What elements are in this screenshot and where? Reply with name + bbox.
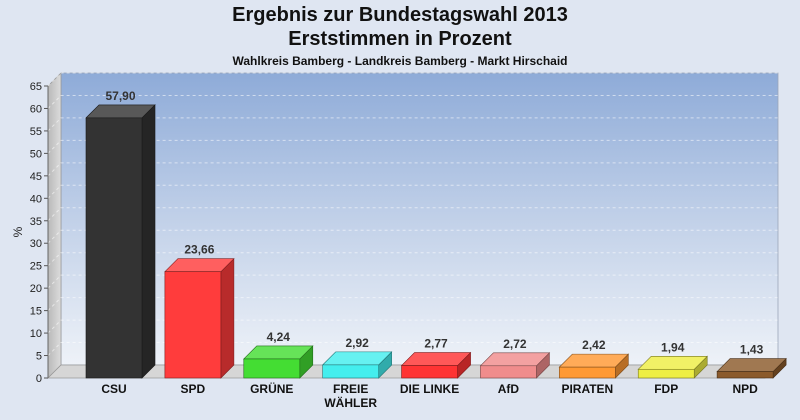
y-tick-label: 30 bbox=[30, 238, 42, 250]
bar bbox=[480, 365, 537, 379]
gridline bbox=[47, 342, 778, 356]
bar-side bbox=[141, 104, 156, 379]
gridline bbox=[47, 207, 778, 222]
gridline bbox=[47, 297, 778, 311]
gridline bbox=[47, 139, 778, 154]
x-tick-label: NPD bbox=[732, 382, 758, 396]
y-tick-label: 20 bbox=[30, 283, 42, 295]
y-tick-label: 25 bbox=[30, 261, 42, 273]
gridline bbox=[47, 184, 778, 199]
gridline bbox=[47, 229, 778, 244]
data-label: 2,92 bbox=[345, 336, 369, 350]
y-tick-label: 60 bbox=[30, 103, 42, 115]
x-tick-label: FREIE WÄHLER bbox=[324, 382, 377, 410]
bar bbox=[401, 365, 458, 379]
data-label: 23,66 bbox=[184, 243, 214, 257]
x-tick-label: CSU bbox=[101, 382, 126, 396]
y-tick-label: 35 bbox=[30, 216, 42, 228]
y-tick-label: 5 bbox=[36, 351, 42, 363]
gridline bbox=[47, 94, 778, 109]
data-label: 4,24 bbox=[267, 330, 291, 344]
y-tick-label: 10 bbox=[30, 328, 42, 340]
bar bbox=[85, 117, 143, 379]
y-tick-label: 40 bbox=[30, 193, 42, 205]
y-tick-label: 55 bbox=[30, 126, 42, 138]
y-tick-label: 15 bbox=[30, 306, 42, 318]
data-label: 1,43 bbox=[740, 343, 764, 357]
x-tick-label: PIRATEN bbox=[561, 382, 613, 396]
x-tick-label: SPD bbox=[181, 382, 206, 396]
gridline bbox=[47, 252, 778, 267]
x-tick-label: FDP bbox=[654, 382, 678, 396]
y-tick-label: 65 bbox=[30, 81, 42, 93]
y-tick-label: 45 bbox=[30, 171, 42, 183]
bar bbox=[322, 364, 379, 379]
x-tick-label: DIE LINKE bbox=[400, 382, 459, 396]
bar bbox=[716, 371, 774, 379]
y-axis-label: % bbox=[11, 226, 25, 237]
gridline bbox=[47, 274, 778, 289]
gridline bbox=[47, 162, 778, 177]
chart-title-line-2: Erststimmen in Prozent bbox=[288, 28, 512, 50]
data-label: 2,42 bbox=[582, 338, 606, 352]
bar bbox=[559, 366, 616, 379]
gridline bbox=[47, 117, 778, 132]
y-tick-label: 50 bbox=[30, 148, 42, 160]
plot-area: 0 5 10 15 20 25 30 35 40 45 50 55 60 65% 57,90 CSU 23,66… bbox=[11, 72, 787, 410]
bar bbox=[243, 358, 301, 379]
x-tick-label: AfD bbox=[498, 382, 520, 396]
data-label: 57,90 bbox=[105, 89, 135, 103]
bar-side bbox=[220, 257, 235, 379]
chart-title: Ergebnis zur Bundestagswahl 2013 bbox=[232, 4, 568, 26]
gridline bbox=[47, 72, 778, 87]
bar bbox=[164, 271, 222, 379]
data-label: 2,77 bbox=[424, 337, 448, 351]
y-tick-label: 0 bbox=[36, 373, 42, 385]
chart-subtitle: Wahlkreis Bamberg - Landkreis Bamberg - … bbox=[232, 54, 568, 68]
gridline bbox=[47, 319, 778, 334]
bar bbox=[637, 368, 695, 379]
side-wall bbox=[47, 72, 62, 379]
x-tick-label: GRÜNE bbox=[250, 381, 293, 396]
data-label: 1,94 bbox=[661, 340, 685, 354]
data-label: 2,72 bbox=[503, 337, 527, 351]
